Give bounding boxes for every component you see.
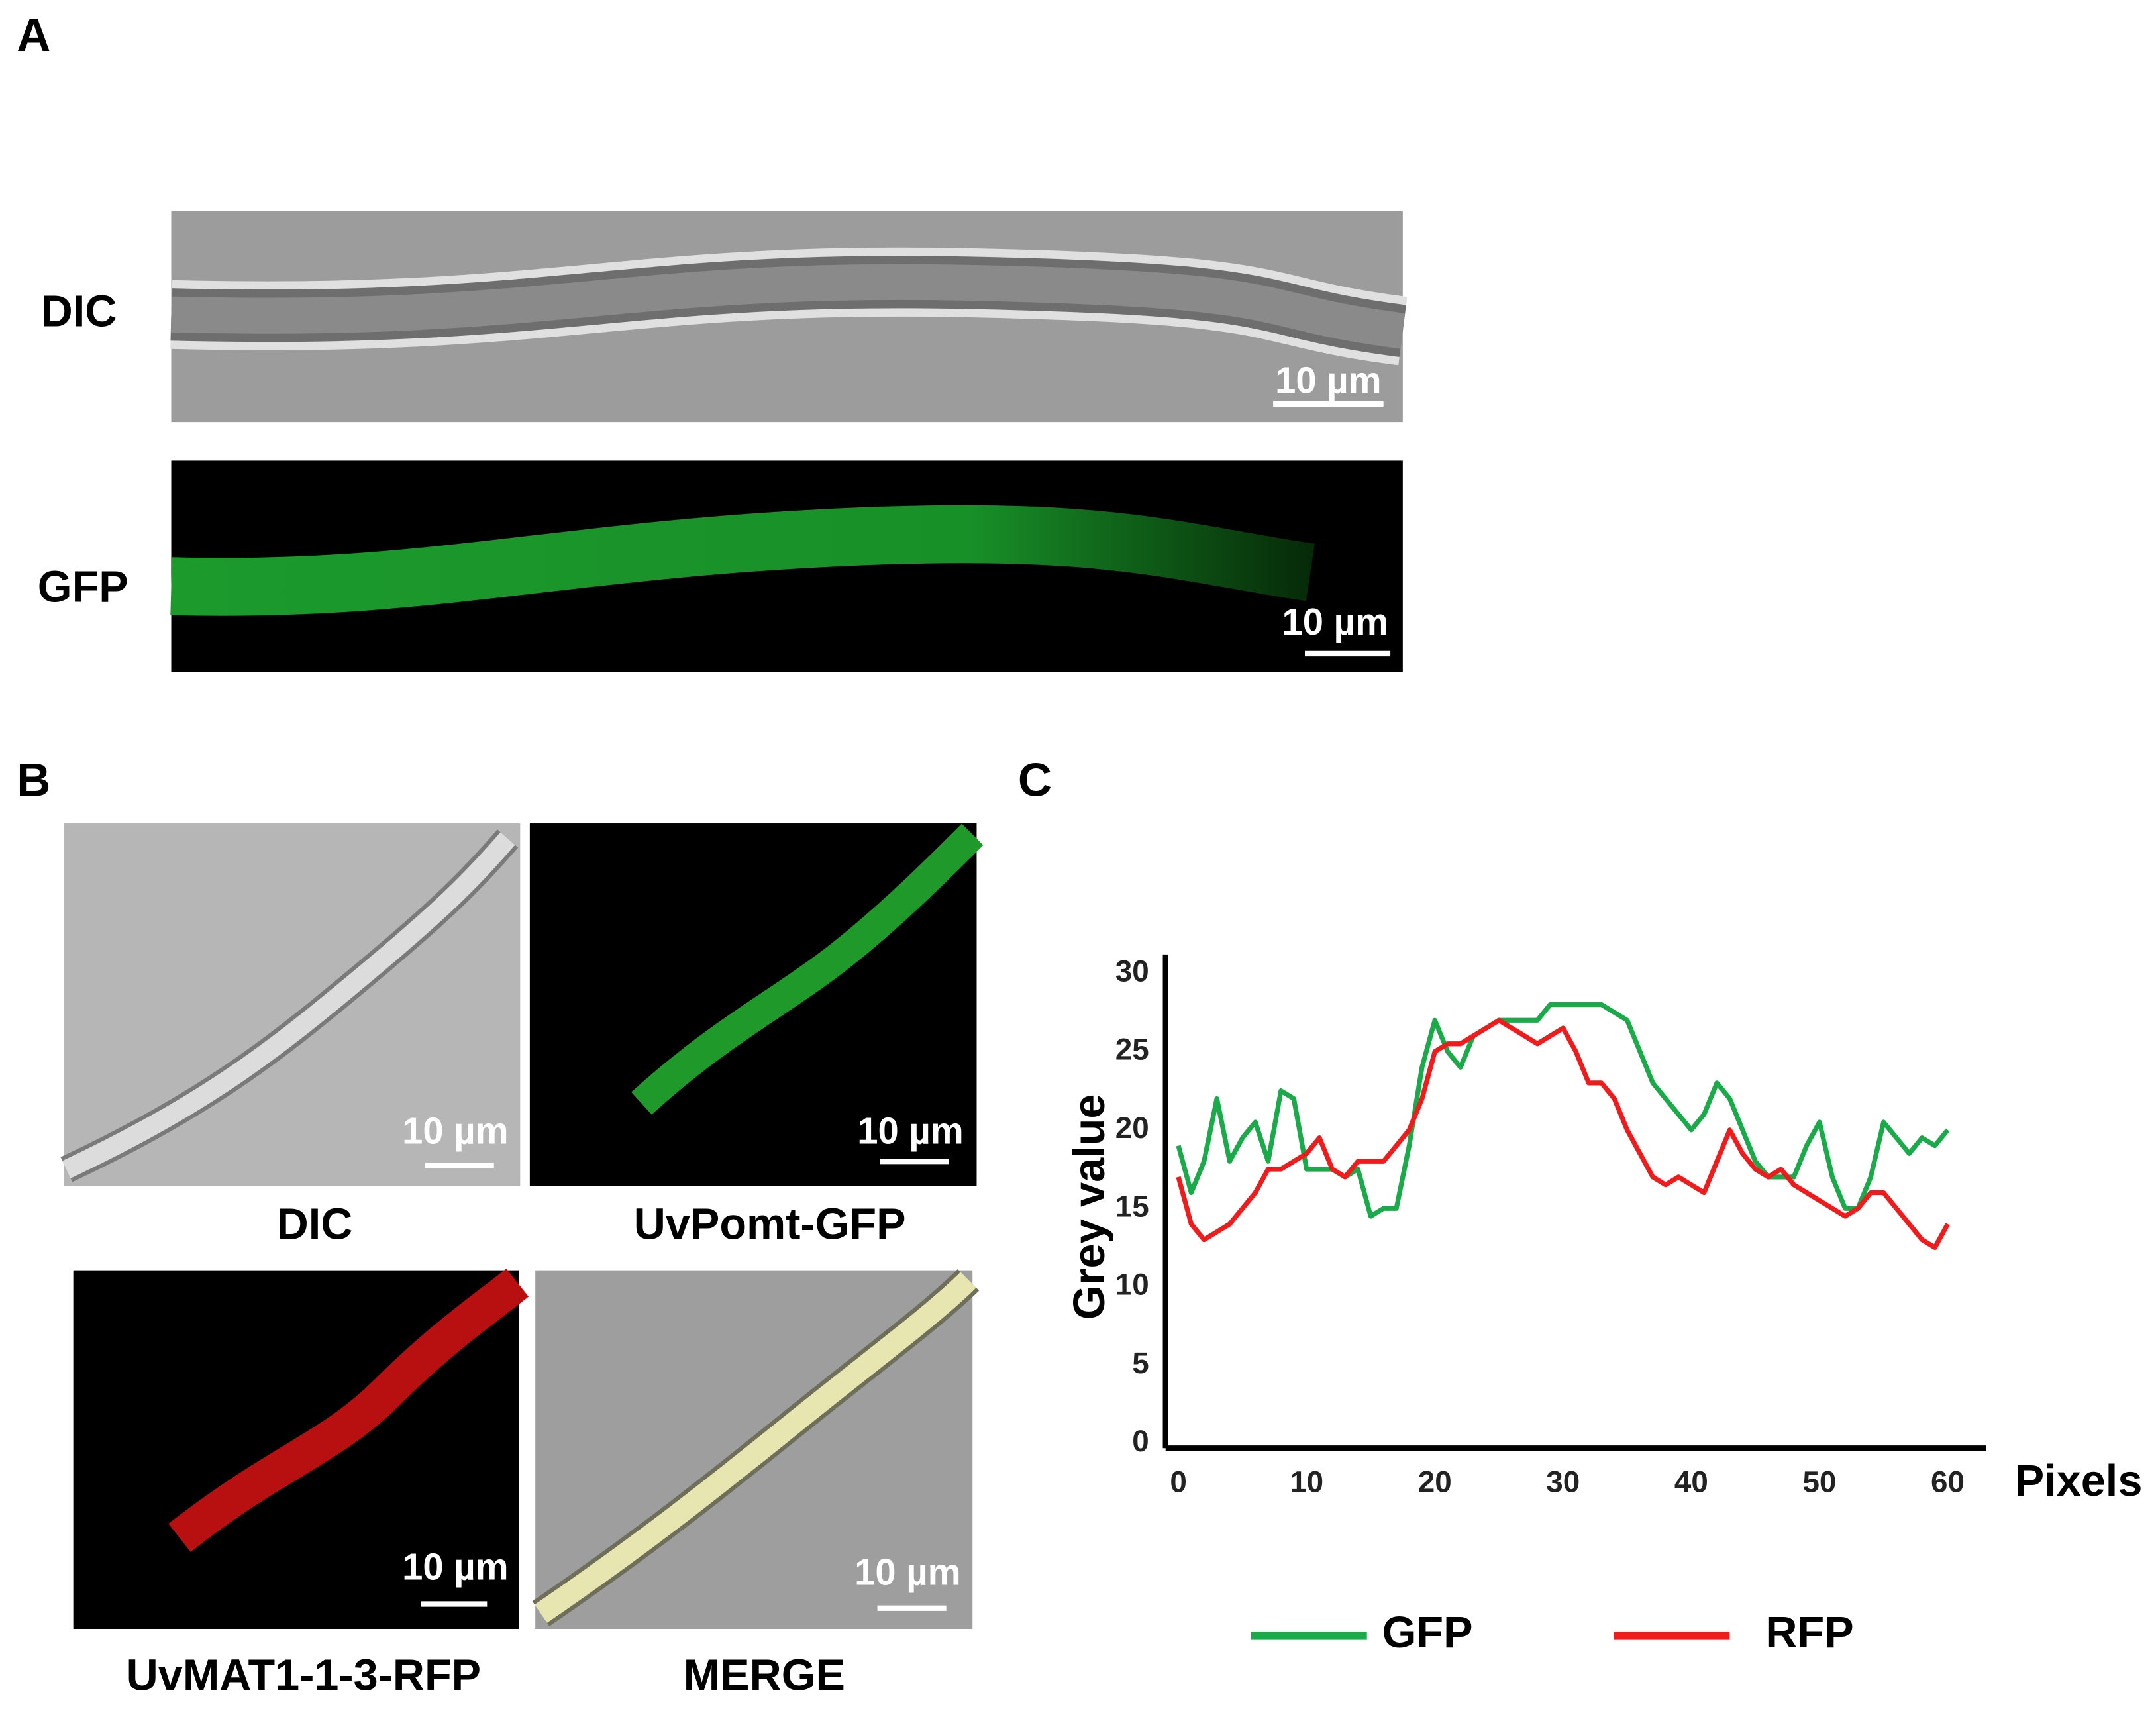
scale-bar-label: 10 µm [1282, 601, 1388, 643]
hypha [170, 264, 1406, 349]
caption: UvPomt-GFP [634, 1200, 906, 1249]
line-chart: Pixels Grey value 0 10 20 30 40 50 60 0 5 10 15 20 2… [1065, 954, 2142, 1657]
y-tick-label: 30 [1115, 954, 1149, 988]
x-tick-label: 20 [1418, 1465, 1452, 1498]
row-label: DIC [41, 287, 117, 336]
y-tick-label: 10 [1115, 1268, 1149, 1302]
x-tick-label: 30 [1546, 1465, 1580, 1498]
panel-label: C [1018, 754, 1052, 806]
series-line [1176, 1002, 1950, 1219]
hypha [631, 823, 984, 1115]
hypha [62, 832, 515, 1178]
row-label: GFP [38, 563, 128, 612]
legend-label: RFP [1765, 1608, 1853, 1657]
x-tick-label: 60 [1931, 1465, 1965, 1498]
scale-bar-label: 10 µm [1275, 360, 1381, 401]
x-tick-label: 10 [1290, 1465, 1323, 1498]
y-tick-label: 20 [1115, 1111, 1149, 1145]
legend-label: GFP [1382, 1608, 1473, 1657]
caption: DIC [277, 1200, 353, 1249]
x-axis-label: Pixels [2015, 1457, 2143, 1506]
series-line [1176, 1017, 1950, 1250]
caption: MERGE [684, 1651, 845, 1700]
caption: UvMAT1-1-3-RFP [127, 1651, 481, 1700]
scale-bar-label: 10 µm [854, 1551, 961, 1593]
hypha [168, 1269, 529, 1552]
y-tick-label: 25 [1115, 1033, 1149, 1066]
x-tick-label: 50 [1802, 1465, 1836, 1498]
y-tick-label: 0 [1132, 1424, 1149, 1458]
panel-label: B [17, 754, 50, 806]
hypha [170, 505, 1315, 616]
scale-bar-label: 10 µm [857, 1110, 964, 1151]
y-tick-label: 5 [1132, 1346, 1149, 1380]
y-tick-label: 15 [1115, 1189, 1149, 1223]
scale-bar-label: 10 µm [402, 1545, 509, 1587]
x-tick-label: 0 [1170, 1465, 1186, 1498]
y-axis-label: Grey value [1065, 1094, 1114, 1320]
x-tick-label: 40 [1674, 1465, 1708, 1498]
scale-bar-label: 10 µm [402, 1110, 509, 1151]
panel-label: A [17, 9, 50, 62]
hypha [535, 1272, 976, 1623]
